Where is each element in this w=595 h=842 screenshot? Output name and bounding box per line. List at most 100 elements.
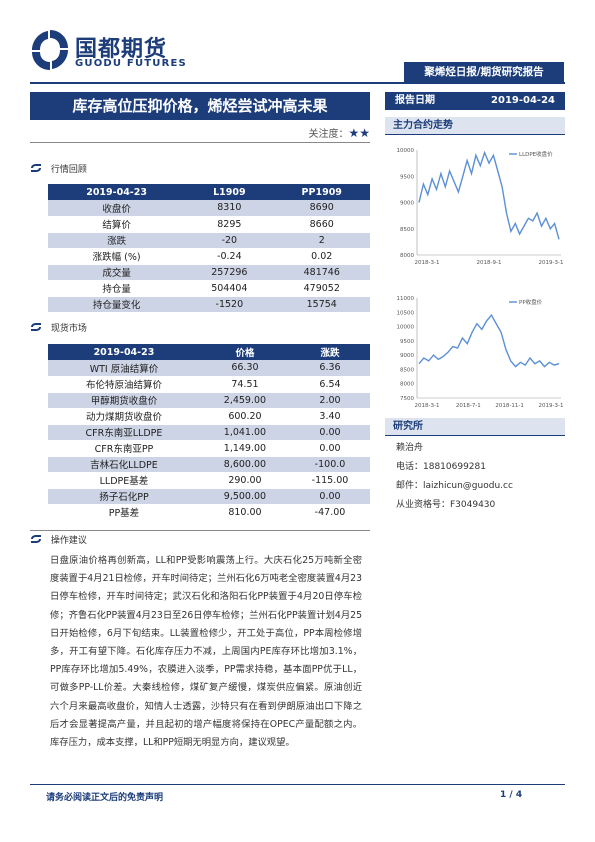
logo-text: 国都期货	[75, 37, 168, 62]
table-cell: 甲醇期货收盘价	[48, 392, 200, 409]
table-row: PP基差 810.00 -47.00	[48, 504, 370, 521]
table-cell: -115.00	[289, 472, 370, 489]
analyst-license: 从业资格号：F3049430	[396, 500, 496, 510]
table-header-row: 2019-04-23 L1909 PP1909	[48, 184, 370, 200]
analyst-name: 赖治舟	[396, 443, 424, 453]
x-tick-label: 2018-3-1	[415, 403, 440, 409]
table-row: 涨跌幅 (%) -0.24 0.02	[48, 248, 370, 265]
table-cell: LLDPE基差	[48, 472, 200, 489]
table-cell: 74.51	[199, 376, 290, 393]
x-tick-label: 2018-7-1	[456, 403, 481, 409]
table-cell: 布伦特原油结算价	[48, 376, 200, 393]
section-spot-market-label: 现货市场	[50, 324, 87, 334]
x-tick-label: 2018-11-1	[495, 403, 523, 409]
analyst-email[interactable]: 邮件：laizhicun@guodu.cc	[396, 481, 513, 491]
table-header-cell: 2019-04-23	[48, 344, 200, 360]
table-cell: -0.24	[185, 248, 274, 265]
table-cell: 成交量	[48, 264, 186, 281]
logo-mark-icon	[32, 30, 68, 70]
analyst-phone: 电话：18810699281	[396, 462, 486, 472]
y-tick-label: 9000	[400, 201, 414, 207]
table-cell: 3.40	[289, 408, 370, 425]
table-cell: 8310	[185, 200, 274, 217]
section-marker-icon	[31, 164, 41, 172]
table-cell: 479052	[273, 280, 370, 297]
section-market-review-label: 行情回顾	[50, 165, 87, 175]
x-tick-label: 2018-3-1	[415, 260, 440, 266]
legend-label: LLDPE收盘价	[519, 150, 553, 158]
y-tick-label: 9500	[400, 174, 414, 180]
table-cell: -47.00	[289, 504, 370, 521]
table-cell: 600.20	[199, 408, 290, 425]
table-cell: 涨跌	[48, 232, 186, 249]
table-header-cell: 涨跌	[289, 344, 370, 360]
logo-subtext: GUODU FUTURES	[75, 58, 187, 69]
series-line	[418, 150, 560, 240]
table-cell: 0.02	[273, 248, 370, 265]
table-row: 涨跌 -20 2	[48, 232, 370, 249]
table-cell: 2	[273, 232, 370, 249]
table-cell: 8,600.00	[199, 456, 290, 473]
y-tick-label: 8000	[400, 253, 414, 259]
table-cell: 8295	[185, 216, 274, 233]
table-cell: 290.00	[199, 472, 290, 489]
table-cell: -100.0	[289, 456, 370, 473]
disclaimer-link[interactable]: 请务必阅读正文后的免责声明	[46, 793, 164, 803]
y-tick-label: 10000	[397, 148, 415, 154]
table-row: 扬子石化PP 9,500.00 0.00	[48, 488, 370, 505]
table-cell: 15754	[273, 296, 370, 313]
y-tick-label: 11000	[397, 296, 415, 302]
x-tick-label: 2019-3-1	[539, 260, 564, 266]
report-date-value: 2019-04-24	[491, 95, 555, 106]
table-cell: 吉林石化LLDPE	[48, 456, 200, 473]
report-title: 库存高位压抑价格，烯烃尝试冲高未果	[30, 92, 370, 120]
x-tick-label: 2018-9-1	[477, 260, 502, 266]
table-row: LLDPE基差 290.00 -115.00	[48, 472, 370, 489]
table-cell: CFR东南亚PP	[48, 440, 200, 457]
table-row: 持仓量变化 -1520 15754	[48, 296, 370, 313]
table-cell: 6.36	[289, 360, 370, 377]
y-tick-label: 8000	[400, 382, 414, 388]
futures-table: 2019-04-23 L1909 PP1909 收盘价 8310 8690 结算价 8…	[48, 184, 370, 313]
y-tick-label: 7500	[400, 396, 414, 402]
table-cell: 扬子石化PP	[48, 488, 200, 505]
report-type-banner: 聚烯烃日报/期货研究报告	[404, 62, 564, 82]
table-row: 吉林石化LLDPE 8,600.00 -100.0	[48, 456, 370, 473]
table-cell: 持仓量变化	[48, 296, 186, 313]
spot-table: 2019-04-23 价格 涨跌 WTI 原油结算价 66.30 6.36 布伦特原…	[48, 344, 370, 521]
table-cell: -20	[185, 232, 274, 249]
footer-rule	[30, 784, 565, 785]
x-tick-label: 2019-3-1	[539, 403, 564, 409]
table-cell: 8660	[273, 216, 370, 233]
header-rule	[30, 82, 565, 84]
table-row: CFR东南亚PP 1,149.00 0.00	[48, 440, 370, 457]
table-cell: 6.54	[289, 376, 370, 393]
table-cell: 0.00	[289, 424, 370, 441]
table-row: 结算价 8295 8660	[48, 216, 370, 233]
section-marker-icon	[31, 323, 41, 331]
table-cell: -1520	[185, 296, 274, 313]
section-advice: 操作建议	[30, 534, 87, 548]
y-tick-label: 8500	[400, 227, 414, 233]
title-rule	[30, 142, 370, 143]
table-header-cell: 2019-04-23	[48, 184, 186, 200]
page-number: 1 / 4	[500, 790, 523, 800]
table-row: 甲醇期货收盘价 2,459.00 2.00	[48, 392, 370, 409]
y-tick-label: 9500	[400, 339, 414, 345]
table-cell: 收盘价	[48, 200, 186, 217]
star-icon: ★★	[348, 126, 370, 140]
table-cell: 持仓量	[48, 280, 186, 297]
table-cell: 结算价	[48, 216, 186, 233]
section-marker-icon	[31, 535, 41, 543]
table-cell: CFR东南亚LLDPE	[48, 424, 200, 441]
table-cell: 810.00	[199, 504, 290, 521]
table-row: 动力煤期货收盘价 600.20 3.40	[48, 408, 370, 425]
advice-rule	[30, 530, 370, 531]
table-row: 持仓量 504404 479052	[48, 280, 370, 297]
table-cell: 8690	[273, 200, 370, 217]
attention-label: 关注度：	[308, 129, 349, 140]
research-section-header: 研究所	[385, 418, 565, 436]
table-cell: 9,500.00	[199, 488, 290, 505]
table-header-cell: 价格	[199, 344, 290, 360]
table-header-cell: L1909	[185, 184, 274, 200]
